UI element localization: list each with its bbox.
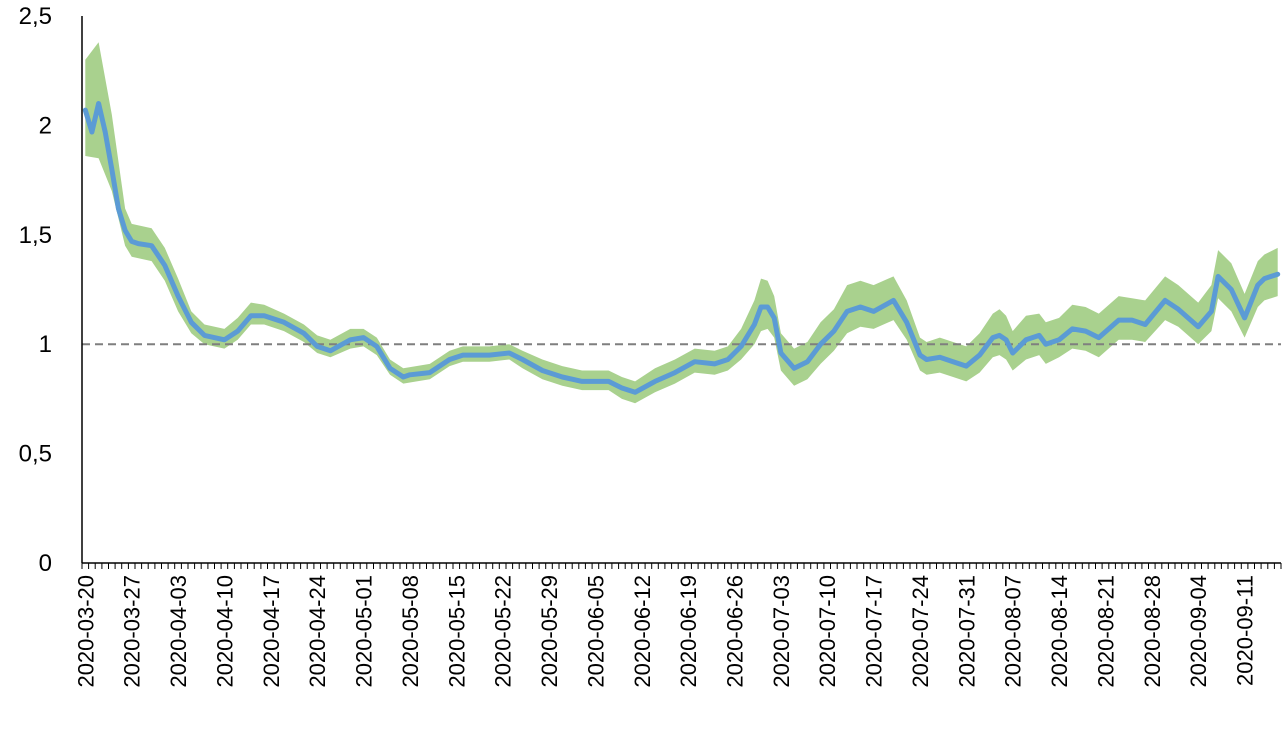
y-tick-label: 1,5 [19, 222, 52, 249]
y-tick-label: 0,5 [19, 441, 52, 468]
x-tick-label: 2020-08-07 [1001, 575, 1026, 688]
x-tick-label: 2020-06-26 [723, 575, 748, 688]
x-tick-labels: 2020-03-20 2020-03-27 2020-04-03 2020-04-10… [73, 575, 1257, 688]
y-tick-labels: 0 0,5 1 1,5 2 2,5 [19, 3, 52, 577]
x-tick-label: 2020-03-20 [73, 575, 98, 688]
x-tick-label: 2020-06-12 [630, 575, 655, 688]
x-tick-label: 2020-08-21 [1094, 575, 1119, 688]
confidence-band-layer [85, 42, 1278, 404]
x-tick-label: 2020-04-10 [212, 575, 237, 688]
x-tick-label: 2020-06-19 [676, 575, 701, 688]
series-line-estimate [82, 101, 1281, 395]
x-tick-label: 2020-03-27 [120, 575, 145, 688]
x-tick-label: 2020-07-17 [862, 575, 887, 688]
x-tick-label: 2020-08-14 [1047, 575, 1072, 688]
x-tick-label: 2020-07-10 [815, 575, 840, 688]
x-tick-label: 2020-04-03 [166, 575, 191, 688]
x-tick-label: 2020-05-01 [352, 575, 377, 688]
x-tick-label: 2020-07-03 [769, 575, 794, 688]
x-tick-label: 2020-07-24 [908, 575, 933, 688]
x-tick-label: 2020-05-29 [537, 575, 562, 688]
axes [81, 16, 1282, 569]
estimate-line-layer [82, 101, 1281, 395]
confidence-band [85, 42, 1278, 404]
x-tick-label: 2020-08-28 [1140, 575, 1165, 688]
x-tick-label: 2020-04-24 [305, 575, 330, 688]
y-tick-label: 2,5 [19, 3, 52, 30]
x-tick-label: 2020-09-04 [1186, 575, 1211, 688]
x-tick-label: 2020-09-11 [1233, 575, 1258, 686]
y-tick-label: 1 [39, 331, 52, 358]
y-tick-label: 0 [39, 550, 52, 577]
x-tick-label: 2020-05-22 [491, 575, 516, 688]
x-tick-label: 2020-05-08 [398, 575, 423, 688]
x-tick-label: 2020-06-05 [583, 575, 608, 688]
x-tick-label: 2020-05-15 [444, 575, 469, 688]
y-tick-label: 2 [39, 112, 52, 139]
x-tick-label: 2020-07-31 [954, 575, 979, 688]
x-tick-label: 2020-04-17 [259, 575, 284, 688]
